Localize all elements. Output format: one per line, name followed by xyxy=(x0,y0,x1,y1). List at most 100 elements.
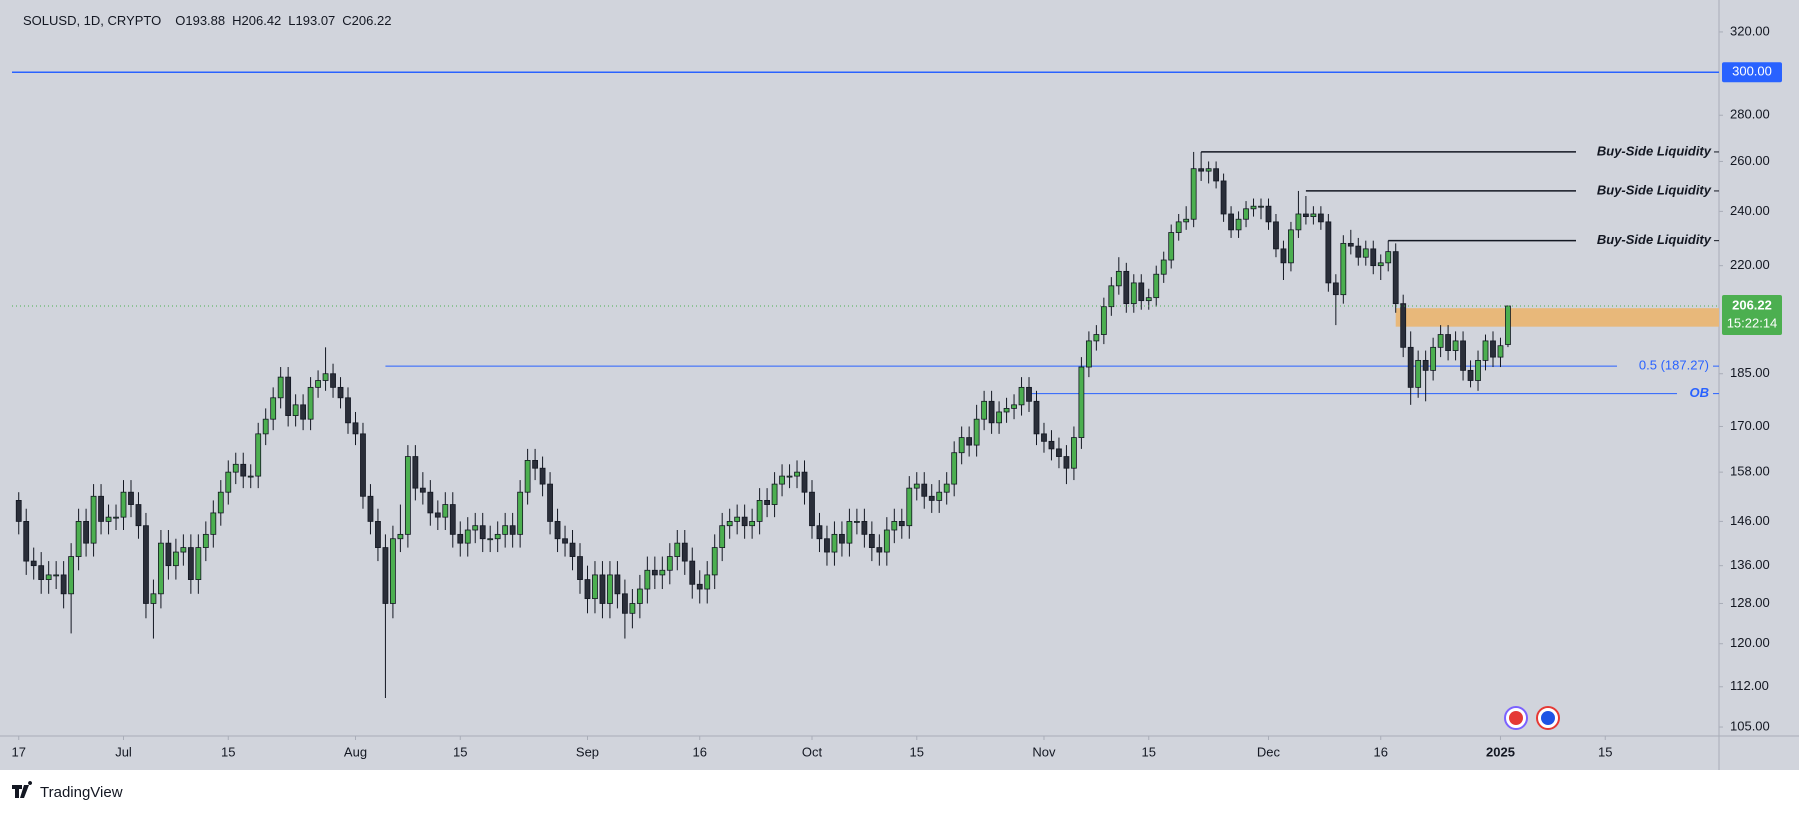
candle-body xyxy=(1347,242,1354,247)
candle-body xyxy=(853,521,860,523)
candle-body xyxy=(337,386,344,399)
candle-body xyxy=(779,475,785,485)
candle-body xyxy=(494,533,501,540)
candle-body xyxy=(427,491,434,514)
candle-body xyxy=(749,521,756,527)
candle-body xyxy=(187,547,194,580)
candle-body xyxy=(1273,221,1279,250)
liquidity-label: Buy-Side Liquidity xyxy=(1597,232,1712,247)
candle-body xyxy=(1370,248,1377,267)
candle-body xyxy=(1220,180,1227,215)
candle-body xyxy=(165,542,172,567)
candle-body xyxy=(1130,282,1137,305)
candle-body xyxy=(1445,334,1451,351)
candle-body xyxy=(292,404,299,416)
candle-body xyxy=(726,521,733,527)
y-tick-label: 136.00 xyxy=(1730,557,1770,572)
candle-body xyxy=(547,483,553,522)
candle-body xyxy=(524,460,531,493)
candle-body xyxy=(150,593,157,604)
candle-body xyxy=(764,500,770,505)
candle-body xyxy=(412,456,419,489)
candle-body xyxy=(479,525,486,540)
x-tick-label: 17 xyxy=(12,744,26,759)
candle-body xyxy=(1071,437,1077,469)
candle-body xyxy=(457,533,464,544)
candle-body xyxy=(375,521,381,548)
candle-body xyxy=(532,460,539,469)
candle-body xyxy=(1235,218,1242,231)
candle-body xyxy=(113,516,119,519)
candle-body xyxy=(1138,282,1145,302)
candle-body xyxy=(861,521,868,535)
event-icons[interactable] xyxy=(1504,706,1560,730)
candle-body xyxy=(1437,334,1444,348)
candle-body xyxy=(1475,359,1481,381)
candle-body xyxy=(1422,359,1429,371)
candle-body xyxy=(1452,340,1459,351)
candle-body xyxy=(1228,213,1234,231)
candle-body xyxy=(1288,229,1294,264)
liquidity-label: Buy-Side Liquidity xyxy=(1597,143,1712,158)
candle-body xyxy=(1385,251,1392,264)
candle-body xyxy=(846,521,853,544)
ohlc-prefix: C xyxy=(342,13,351,28)
candle-body xyxy=(1317,213,1324,223)
candle-body xyxy=(539,467,546,485)
candle-body xyxy=(367,495,374,522)
candle-body xyxy=(1430,346,1437,371)
last-price-box xyxy=(1722,295,1782,336)
candle-body xyxy=(891,521,898,531)
candle-body xyxy=(1145,297,1152,302)
y-tick-label: 320.00 xyxy=(1730,23,1770,38)
y-tick-label: 105.00 xyxy=(1730,718,1770,733)
y-tick-label: 260.00 xyxy=(1730,153,1770,168)
ohlc-value: 193.88 xyxy=(185,13,225,28)
candle-body xyxy=(38,565,45,580)
candle-body xyxy=(868,533,875,548)
candle-body xyxy=(996,411,1002,424)
x-tick-label: 16 xyxy=(1374,744,1388,759)
x-tick-label: Oct xyxy=(802,744,823,759)
candle-body xyxy=(674,542,681,557)
candle-body xyxy=(659,569,666,576)
plot-area: 320.00280.00260.00240.00220.00185.00170.… xyxy=(12,23,1782,759)
candle-body xyxy=(1415,359,1422,388)
candle-body xyxy=(464,529,471,544)
candle-body xyxy=(1048,440,1055,450)
candle-body xyxy=(689,560,696,585)
candle-body xyxy=(502,525,509,535)
candle-body xyxy=(1190,168,1197,220)
candle-body xyxy=(936,491,943,501)
candle-body xyxy=(958,437,965,454)
candle-body xyxy=(1325,221,1332,284)
candle-body xyxy=(1482,340,1489,361)
ohlc-value: 206.22 xyxy=(352,13,392,28)
candle-body xyxy=(1041,433,1047,442)
candle-body xyxy=(981,400,988,420)
candle-body xyxy=(382,547,389,604)
candle-body xyxy=(599,574,606,604)
chart-header: SOLUSD, 1D, CRYPTO O193.88 H206.42 L193.07 C… xyxy=(23,13,391,28)
candle-body xyxy=(973,418,980,446)
candle-body xyxy=(569,542,576,557)
candle-body xyxy=(1018,386,1025,406)
candle-body xyxy=(651,569,658,576)
y-tick-label: 112.00 xyxy=(1730,678,1769,693)
supply-zone xyxy=(1395,308,1719,327)
candle-body xyxy=(15,500,22,522)
y-tick-label: 128.00 xyxy=(1730,595,1770,610)
candle-body xyxy=(1407,346,1414,388)
price-line-label-box xyxy=(1722,62,1782,83)
symbol: SOLUSD, 1D, CRYPTO xyxy=(23,13,161,28)
candle-body xyxy=(1175,221,1182,233)
candle-body xyxy=(1160,259,1167,275)
candle-body xyxy=(1168,232,1175,261)
candle-body xyxy=(562,538,568,544)
candle-body xyxy=(786,475,793,478)
candle-body xyxy=(487,538,494,541)
candle-body xyxy=(1078,366,1085,438)
candle-body xyxy=(1340,242,1347,296)
candle-body xyxy=(951,452,958,485)
candle-body xyxy=(554,521,561,540)
